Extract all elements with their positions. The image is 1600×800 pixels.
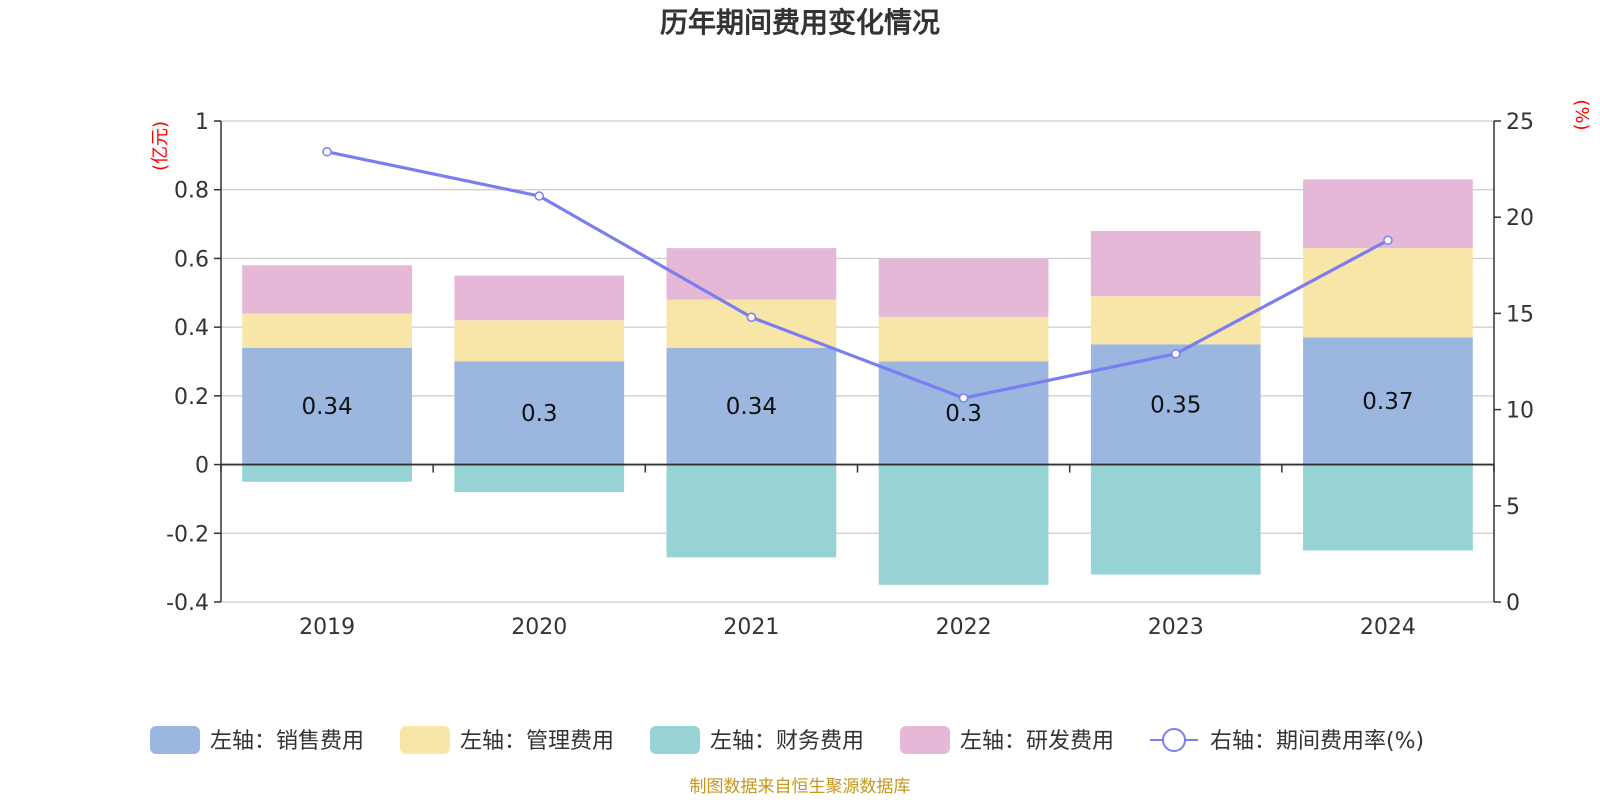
left-tick-label: 0.2 — [174, 385, 209, 410]
left-tick-label: 0.6 — [174, 247, 209, 272]
bar-segment — [454, 275, 625, 321]
legend-label: 右轴：期间费用率(%) — [1210, 729, 1424, 754]
bar-segment — [1090, 464, 1261, 575]
left-tick-label: 0 — [195, 454, 209, 479]
bar-segment — [242, 347, 412, 465]
bar-data-label: 0.35 — [1150, 392, 1201, 418]
bar-segment — [878, 464, 1049, 585]
right-axis-unit: (%) — [1571, 99, 1592, 130]
left-tick-label: -0.4 — [166, 591, 209, 616]
rate-point — [746, 312, 757, 322]
rate-point — [1171, 349, 1181, 359]
right-tick-label: 20 — [1506, 206, 1534, 231]
legend-swatch — [650, 726, 700, 754]
bar-segment — [454, 320, 625, 362]
rate-point — [1383, 235, 1393, 246]
left-tick-label: -0.2 — [166, 522, 209, 547]
bar-segment — [878, 361, 1049, 465]
legend: 左轴：销售费用 左轴：管理费用 左轴：财务费用 左轴：研发费用 右轴：期间费用率(%) — [150, 726, 1424, 754]
bar-segment — [454, 464, 625, 493]
rate-line — [326, 150, 1389, 400]
x-tick-label: 2021 — [723, 615, 779, 640]
x-tick-label: 2019 — [299, 615, 355, 640]
bar-segment — [454, 361, 625, 465]
bar-segment — [878, 316, 1049, 362]
rate-point — [958, 393, 969, 403]
bar-segment — [1303, 248, 1473, 338]
left-tick-label: 1 — [195, 110, 209, 135]
bar-data-label: 0.34 — [726, 394, 777, 420]
legend-marker — [1162, 728, 1186, 752]
legend-swatch — [400, 726, 450, 754]
right-tick-label: 25 — [1506, 110, 1534, 135]
bar-segment — [242, 265, 412, 314]
left-tick-label: 0.8 — [174, 179, 209, 204]
bar-segment — [1303, 337, 1473, 465]
legend-swatch — [900, 726, 950, 754]
legend-label: 左轴：财务费用 — [710, 729, 864, 754]
bar-data-label: 0.3 — [521, 401, 558, 427]
right-tick-label: 10 — [1506, 399, 1534, 424]
rate-line-area — [322, 147, 1393, 403]
bar-area — [242, 179, 1473, 585]
chart-title: 历年期间费用变化情况 — [660, 6, 940, 39]
source-note: 制图数据来自恒生聚源数据库 — [690, 777, 911, 797]
left-axis-unit: (亿元) — [150, 121, 171, 171]
bar-segment — [1090, 296, 1261, 345]
rate-point — [322, 147, 332, 157]
x-tick-label: 2020 — [511, 615, 567, 640]
bar-segment — [666, 464, 837, 558]
bar-segment — [1090, 230, 1261, 297]
bar-segment — [242, 313, 412, 348]
legend-label: 左轴：销售费用 — [210, 729, 364, 754]
rate-point — [534, 191, 544, 201]
right-tick-label: 15 — [1506, 302, 1534, 327]
legend-label: 左轴：研发费用 — [960, 729, 1114, 754]
legend-label: 左轴：管理费用 — [460, 729, 614, 754]
right-tick-label: 5 — [1506, 495, 1520, 520]
x-tick-label: 2023 — [1148, 615, 1204, 640]
bar-segment — [878, 258, 1049, 317]
data-labels: 0.34 0.3 0.34 0.3 0.35 0.37 — [301, 389, 1413, 427]
left-tick-label: 0.4 — [174, 316, 209, 341]
legend-swatch — [150, 726, 200, 754]
bar-segment — [666, 248, 837, 300]
bar-segment — [1303, 464, 1473, 551]
bar-segment — [666, 347, 837, 465]
x-tick-label: 2022 — [936, 615, 992, 640]
bar-data-label: 0.3 — [945, 401, 982, 427]
bar-data-label: 0.37 — [1362, 389, 1413, 415]
bar-data-label: 0.34 — [301, 394, 352, 420]
right-tick-label: 0 — [1506, 591, 1520, 616]
bar-segment — [242, 464, 412, 482]
x-tick-label: 2024 — [1360, 615, 1416, 640]
